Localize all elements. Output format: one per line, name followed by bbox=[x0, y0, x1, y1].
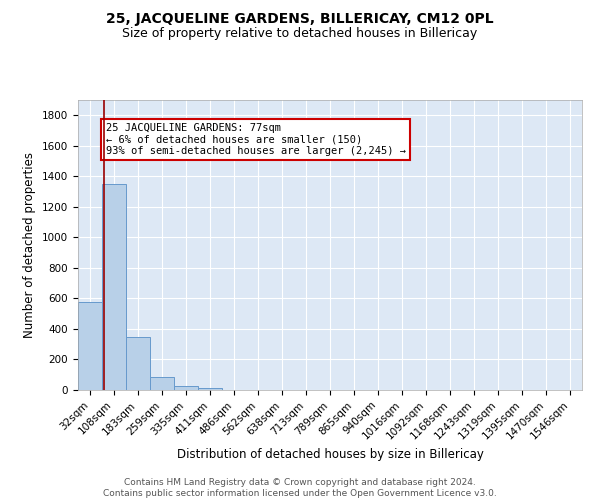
Bar bbox=[174, 386, 198, 390]
Y-axis label: Number of detached properties: Number of detached properties bbox=[23, 152, 37, 338]
X-axis label: Distribution of detached houses by size in Billericay: Distribution of detached houses by size … bbox=[176, 448, 484, 461]
Bar bbox=[126, 336, 150, 390]
Text: Contains HM Land Registry data © Crown copyright and database right 2024.
Contai: Contains HM Land Registry data © Crown c… bbox=[103, 478, 497, 498]
Bar bbox=[198, 388, 222, 390]
Text: Size of property relative to detached houses in Billericay: Size of property relative to detached ho… bbox=[122, 28, 478, 40]
Text: 25, JACQUELINE GARDENS, BILLERICAY, CM12 0PL: 25, JACQUELINE GARDENS, BILLERICAY, CM12… bbox=[106, 12, 494, 26]
Bar bbox=[150, 376, 174, 390]
Text: 25 JACQUELINE GARDENS: 77sqm
← 6% of detached houses are smaller (150)
93% of se: 25 JACQUELINE GARDENS: 77sqm ← 6% of det… bbox=[106, 123, 406, 156]
Bar bbox=[78, 302, 102, 390]
Bar bbox=[102, 184, 126, 390]
